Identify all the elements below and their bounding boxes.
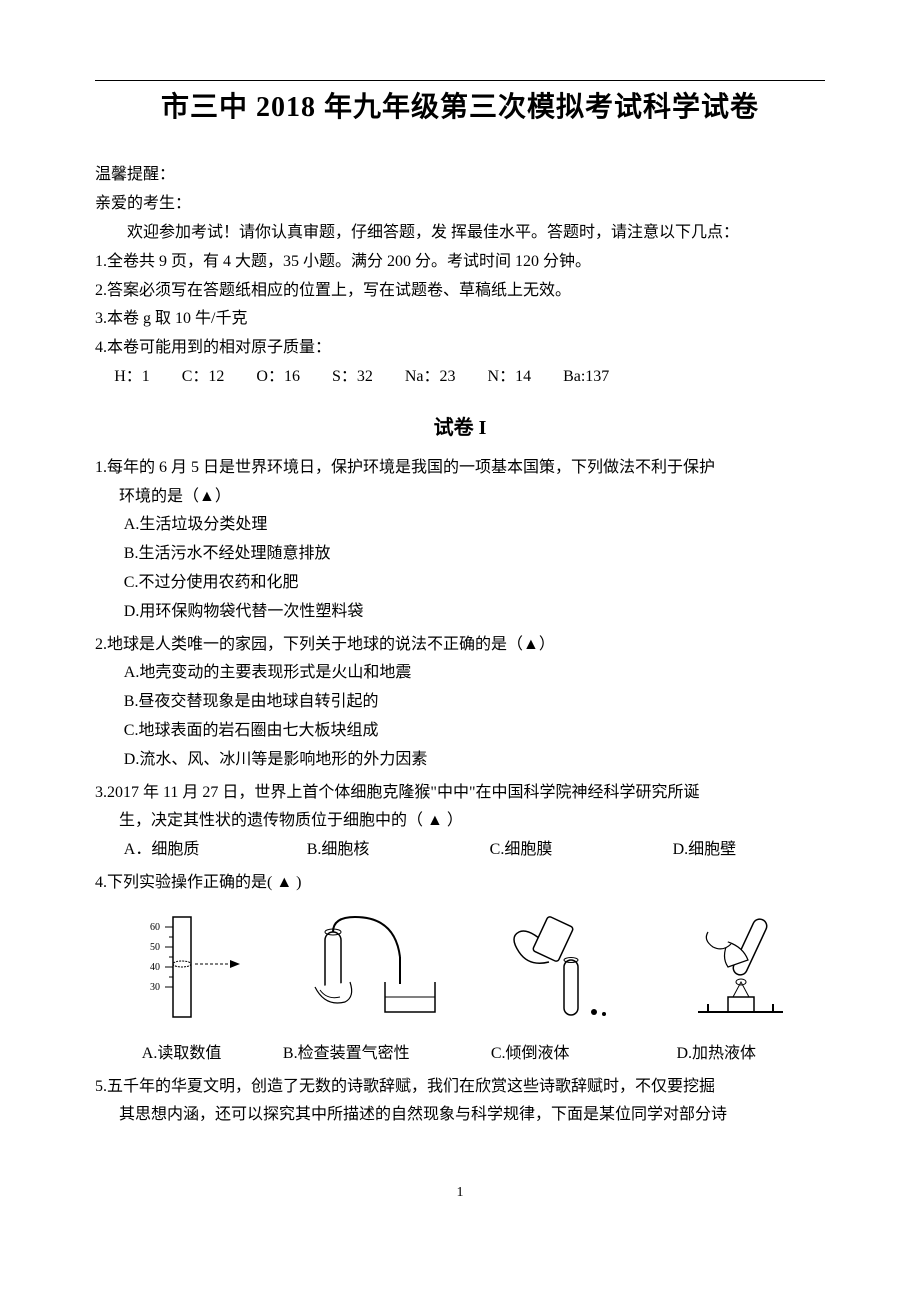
top-rule [95,80,825,81]
q2-opt-a: A.地壳变动的主要表现形式是火山和地震 [124,659,825,688]
q1-opt-d: D.用环保购物袋代替一次性塑料袋 [124,598,825,627]
svg-text:50: 50 [150,942,160,953]
q2-options: A.地壳变动的主要表现形式是火山和地震 B.昼夜交替现象是由地球自转引起的 C.… [95,659,825,774]
q1-text: 1.每年的 6 月 5 日是世界环境日，保护环境是我国的一项基本国策，下列做法不… [95,454,825,483]
section-1-title: 试卷 I [95,410,825,446]
question-4: 4.下列实验操作正确的是( ▲ ) 60 50 40 30 [95,869,825,1069]
warm-reminder: 温馨提醒： [95,161,825,190]
q3-opt-d: D.细胞壁 [673,836,825,865]
question-2: 2.地球是人类唯一的家园，下列关于地球的说法不正确的是（▲） A.地壳变动的主要… [95,631,825,775]
page-number: 1 [95,1180,825,1205]
q4-opt-d: D.加热液体 [676,1040,825,1069]
q3-text: 3.2017 年 11 月 27 日，世界上首个体细胞克隆猴"中中"在中国科学院… [95,779,825,808]
q2-opt-d: D.流水、风、冰川等是影响地形的外力因素 [124,746,825,775]
q1-opt-c: C.不过分使用农药和化肥 [124,569,825,598]
atomic-masses: H：1 C：12 O：16 S：32 Na：23 N：14 Ba:137 [95,363,825,392]
rule-3: 3.本卷 g 取 10 牛/千克 [95,305,825,334]
svg-text:30: 30 [150,982,160,993]
q2-text: 2.地球是人类唯一的家园，下列关于地球的说法不正确的是（▲） [95,631,825,660]
rule-1: 1.全卷共 9 页，有 4 大题，35 小题。满分 200 分。考试时间 120… [95,248,825,277]
page-title: 市三中 2018 年九年级第三次模拟考试科学试卷 [95,83,825,133]
dear-student: 亲爱的考生： [95,190,825,219]
q3-options: A．细胞质 B.细胞核 C.细胞膜 D.细胞壁 [95,836,825,865]
q4-img-d [662,912,825,1022]
q4-labels: A.读取数值 B.检查装置气密性 C.倾倒液体 D.加热液体 [95,1040,825,1069]
q1-opt-a: A.生活垃圾分类处理 [124,511,825,540]
intro-block: 温馨提醒： 亲爱的考生： 欢迎参加考试！请你认真审题，仔细答题，发 挥最佳水平。… [95,161,825,391]
q5-text: 5.五千年的华夏文明，创造了无数的诗歌辞赋，我们在欣赏这些诗歌辞赋时，不仅要挖掘 [95,1073,825,1102]
q5-text2: 其思想内涵，还可以探究其中所描述的自然现象与科学规律，下面是某位同学对部分诗 [95,1101,825,1130]
q3-opt-b: B.细胞核 [307,836,490,865]
question-3: 3.2017 年 11 月 27 日，世界上首个体细胞克隆猴"中中"在中国科学院… [95,779,825,865]
welcome-line: 欢迎参加考试！请你认真审题，仔细答题，发 挥最佳水平。答题时，请注意以下几点： [95,219,825,248]
q1-text2: 环境的是（▲） [95,483,825,512]
svg-text:40: 40 [150,962,160,973]
q4-opt-c: C.倾倒液体 [491,1040,677,1069]
q2-opt-b: B.昼夜交替现象是由地球自转引起的 [124,688,825,717]
q3-opt-c: C.细胞膜 [490,836,673,865]
q3-text2: 生，决定其性状的遗传物质位于细胞中的（ ▲ ） [95,807,825,836]
question-1: 1.每年的 6 月 5 日是世界环境日，保护环境是我国的一项基本国策，下列做法不… [95,454,825,627]
svg-text:60: 60 [150,922,160,933]
q1-options: A.生活垃圾分类处理 B.生活污水不经处理随意排放 C.不过分使用农药和化肥 D… [95,511,825,626]
q4-opt-a: A.读取数值 [124,1040,283,1069]
q3-opt-a: A．细胞质 [124,836,307,865]
q4-opt-b: B.检查装置气密性 [283,1040,491,1069]
q1-opt-b: B.生活污水不经处理随意排放 [124,540,825,569]
q2-opt-c: C.地球表面的岩石圈由七大板块组成 [124,717,825,746]
q4-img-a: 60 50 40 30 [124,912,287,1022]
question-5: 5.五千年的华夏文明，创造了无数的诗歌辞赋，我们在欣赏这些诗歌辞赋时，不仅要挖掘… [95,1073,825,1131]
rule-2: 2.答案必须写在答题纸相应的位置上，写在试题卷、草稿纸上无效。 [95,277,825,306]
q4-img-c [482,912,645,1022]
rule-4: 4.本卷可能用到的相对原子质量： [95,334,825,363]
q4-img-b [303,912,466,1022]
q4-text: 4.下列实验操作正确的是( ▲ ) [95,869,825,898]
q4-images: 60 50 40 30 [95,898,825,1040]
